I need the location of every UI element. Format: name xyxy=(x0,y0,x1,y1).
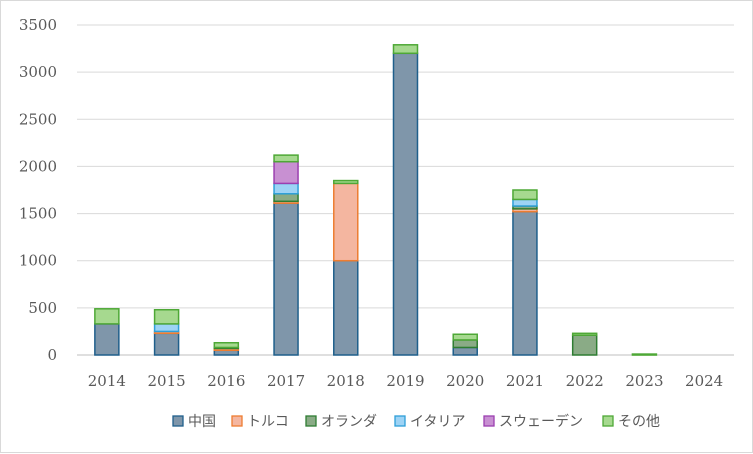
bar-segment xyxy=(273,193,299,203)
x-tick-label: 2016 xyxy=(207,372,245,390)
bar-segment xyxy=(452,346,478,356)
bar-segment xyxy=(213,341,240,349)
bar-segment xyxy=(153,308,180,325)
y-tick-label: 2000 xyxy=(19,157,57,175)
y-tick-label: 500 xyxy=(28,299,57,317)
legend-swatch xyxy=(172,415,184,427)
y-tick-label: 2500 xyxy=(19,110,57,128)
bar-segment xyxy=(273,154,299,163)
bar-segment xyxy=(333,182,359,262)
bar-segment xyxy=(273,160,299,185)
bar-segment xyxy=(452,339,478,349)
y-tick-label: 3500 xyxy=(19,16,57,34)
legend-label: スウェーデン xyxy=(499,413,583,430)
bar-segment xyxy=(273,182,299,195)
bar-segment xyxy=(392,44,419,55)
x-tick-label: 2023 xyxy=(625,372,663,390)
x-tick-label: 2019 xyxy=(386,372,424,390)
bar-segment xyxy=(153,323,180,333)
bar-segment xyxy=(512,198,538,207)
legend-label: 中国 xyxy=(188,414,216,430)
bar-segment xyxy=(512,210,538,356)
bar-segment xyxy=(94,308,120,325)
legend-swatch xyxy=(305,415,317,427)
bar-segment xyxy=(631,353,658,356)
x-tick-label: 2022 xyxy=(566,372,604,390)
legend-swatch xyxy=(602,415,614,427)
legend-swatch xyxy=(483,415,495,427)
y-tick-label: 1000 xyxy=(19,252,57,270)
bar-segment xyxy=(571,332,598,336)
bar-segment xyxy=(273,202,299,356)
y-tick-label: 1500 xyxy=(19,205,57,223)
legend-swatch xyxy=(394,415,406,427)
bar-segment xyxy=(571,334,598,356)
bar-segment xyxy=(333,179,359,185)
x-tick-label: 2018 xyxy=(327,372,365,390)
legend-label: オランダ xyxy=(321,414,377,430)
bar-segment xyxy=(94,323,120,356)
bar-segment xyxy=(392,52,419,356)
bar-segment xyxy=(452,333,478,341)
x-tick-label: 2020 xyxy=(446,372,484,390)
legend-swatch xyxy=(231,415,243,427)
x-tick-label: 2024 xyxy=(685,372,723,390)
legend-label: イタリア xyxy=(410,414,465,430)
x-tick-label: 2017 xyxy=(267,372,305,390)
x-tick-label: 2014 xyxy=(88,372,126,390)
bar-segment xyxy=(333,259,359,356)
x-tick-label: 2015 xyxy=(147,372,185,390)
bar-segment xyxy=(153,332,180,356)
y-tick-label: 3000 xyxy=(19,63,57,81)
y-tick-label: 0 xyxy=(47,346,57,364)
legend-label: トルコ xyxy=(247,414,289,430)
bar-segment xyxy=(512,189,538,201)
x-tick-label: 2021 xyxy=(506,372,544,390)
legend-label: その他 xyxy=(618,414,660,430)
